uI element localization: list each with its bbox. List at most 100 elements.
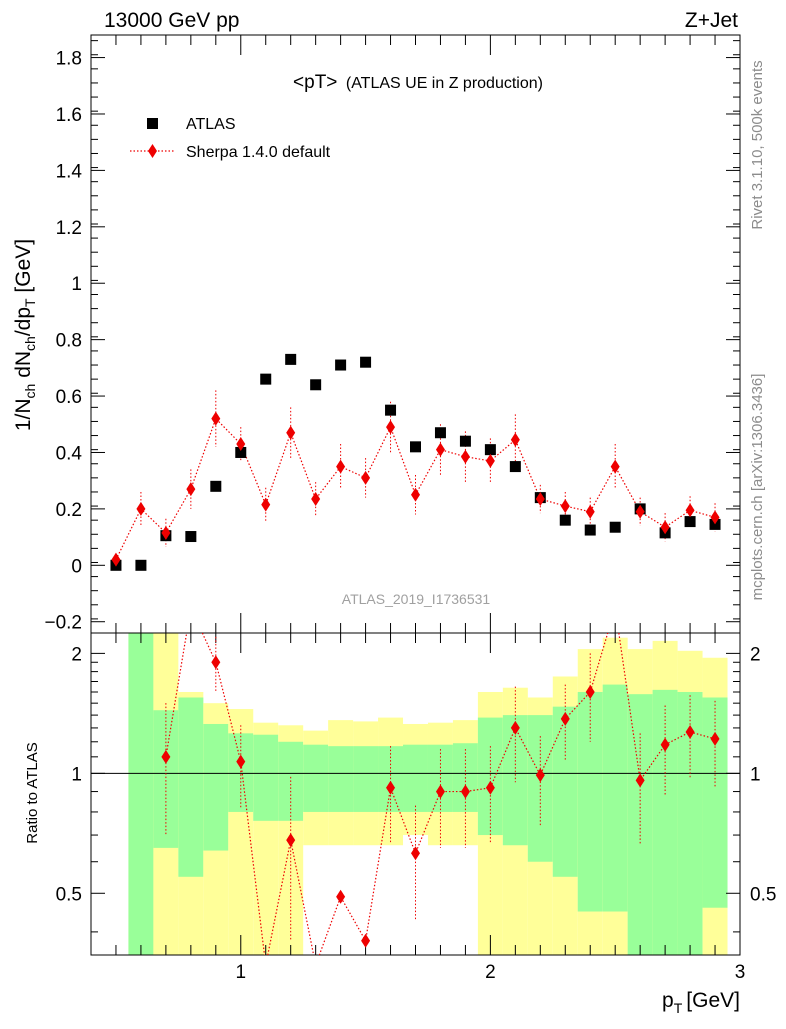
ratio-sherpa-line — [165, 633, 716, 955]
plot-title-main: <pT> — [293, 72, 337, 93]
main-y-tick-label-6: 1 — [71, 274, 82, 295]
sherpa-point-19 — [585, 504, 595, 519]
atlas-point-15 — [484, 444, 496, 456]
sherpa-point-3 — [186, 482, 196, 497]
ratio-y-axis-label: Ratio to ATLAS — [24, 742, 41, 843]
atlas-point-20 — [609, 521, 621, 533]
main-y-tick-label-0: −0.2 — [44, 613, 82, 634]
sherpa-point-2 — [161, 525, 171, 540]
sherpa-point-21 — [635, 504, 645, 519]
atlas-point-23 — [684, 516, 696, 528]
main-y-tick-label-2: 0.2 — [56, 500, 82, 521]
sherpa-point-11 — [386, 420, 396, 435]
legend-sherpa-label: Sherpa 1.4.0 default — [186, 144, 331, 161]
ylabel-sub-t: T — [22, 298, 38, 307]
legend-atlas-label: ATLAS — [186, 116, 236, 133]
atlas-point-7 — [285, 353, 297, 365]
main-y-tick-label-8: 1.4 — [56, 161, 83, 182]
atlas-point-24 — [709, 518, 721, 530]
sherpa-point-1 — [136, 501, 146, 516]
ratio-offscale-point-3 — [336, 889, 346, 904]
ylabel-unit: [GeV] — [12, 239, 35, 299]
legend-sherpa-marker — [148, 144, 157, 158]
band-inner-7 — [303, 744, 329, 812]
sherpa-point-23 — [685, 503, 695, 518]
ratio-point-9 — [510, 720, 520, 735]
atlas-point-3 — [185, 531, 197, 543]
atlas-point-14 — [459, 435, 471, 447]
ylabel-part-1: 1/N — [12, 398, 35, 431]
ratio-point-3 — [286, 833, 296, 848]
mcplots-label: mcplots.cern.ch [arXiv:1306.3436] — [749, 374, 766, 601]
ylabel-part-2: dN — [12, 351, 35, 384]
header-energy-label: 13000 GeV pp — [104, 9, 239, 32]
atlas-point-8 — [310, 379, 322, 391]
atlas-point-10 — [360, 356, 372, 368]
header-process-label: Z+Jet — [685, 9, 738, 32]
x-tick-labels: 1 2 3 — [235, 962, 745, 983]
ratio-point-12 — [585, 684, 595, 699]
atlas-point-16 — [509, 461, 521, 473]
sherpa-point-13 — [435, 442, 445, 457]
ratio-y-tick-label-left-0: 0.5 — [56, 884, 82, 905]
ratio-offscale-point-0 — [186, 601, 195, 615]
band-inner-1 — [153, 710, 179, 848]
sherpa-point-4 — [211, 411, 221, 426]
sherpa-point-20 — [610, 459, 620, 474]
ratio-point-1 — [211, 655, 221, 670]
main-y-tick-label-1: 0 — [71, 556, 82, 577]
ratio-point-11 — [560, 711, 570, 726]
xlabel-main: p — [662, 989, 674, 1012]
atlas-point-5 — [235, 446, 247, 458]
sherpa-point-16 — [510, 432, 520, 447]
main-y-tick-label-10: 1.8 — [56, 49, 82, 70]
main-y-tick-label-4: 0.6 — [56, 387, 82, 408]
band-inner-17 — [552, 706, 578, 877]
ratio-y-tick-labels: 0.5 0.5 1 1 2 2 — [56, 644, 777, 905]
sherpa-point-17 — [535, 492, 545, 507]
main-y-axis-label: 1/Nch dNch/dpT [GeV] — [12, 239, 38, 431]
sherpa-point-7 — [286, 425, 296, 440]
band-inner-2 — [178, 697, 204, 877]
ratio-point-6 — [435, 784, 445, 799]
atlas-point-13 — [434, 427, 446, 439]
rivet-version-label: Rivet 3.1.10, 500k events — [749, 60, 766, 229]
band-inner-3 — [203, 723, 229, 851]
band-inner-0 — [128, 633, 154, 955]
atlas-point-1 — [135, 559, 147, 571]
xlabel-unit: [GeV] — [686, 989, 740, 1012]
ratio-offscale-point-5 — [611, 601, 620, 615]
sherpa-point-18 — [560, 499, 570, 514]
atlas-point-11 — [385, 404, 397, 416]
sherpa-point-8 — [311, 492, 321, 507]
axis-ticks — [90, 35, 741, 955]
main-plot-data — [110, 353, 721, 571]
ratio-y-tick-label-right-2: 2 — [750, 644, 761, 665]
analysis-watermark: ATLAS_2019_I1736531 — [342, 591, 491, 607]
band-inner-9 — [353, 746, 379, 812]
ratio-y-tick-label-right-0: 0.5 — [750, 884, 776, 905]
atlas-point-9 — [335, 359, 347, 371]
ratio-point-4 — [386, 780, 396, 795]
xlabel-sub: T — [674, 1000, 683, 1016]
ratio-point-16 — [710, 731, 720, 746]
ratio-point-13 — [635, 773, 645, 788]
atlas-point-4 — [210, 480, 222, 492]
sherpa-point-6 — [261, 497, 271, 512]
atlas-point-18 — [559, 514, 571, 526]
sherpa-point-9 — [336, 459, 346, 474]
ratio-y-tick-label-left-2: 2 — [71, 644, 82, 665]
x-tick-label-0: 1 — [235, 962, 246, 983]
main-y-tick-label-7: 1.2 — [56, 218, 82, 239]
band-inner-16 — [527, 715, 553, 862]
ratio-point-8 — [485, 780, 495, 795]
ratio-uncertainty-bands — [128, 633, 728, 955]
ratio-plot-data — [161, 601, 720, 955]
legend: ATLAS Sherpa 1.4.0 default — [130, 116, 331, 161]
ratio-y-tick-label-right-1: 1 — [750, 764, 761, 785]
band-inner-5 — [253, 734, 279, 821]
band-inner-18 — [577, 691, 603, 912]
sherpa-point-14 — [460, 449, 470, 464]
plot-title: <pT> (ATLAS UE in Z production) — [293, 72, 543, 93]
